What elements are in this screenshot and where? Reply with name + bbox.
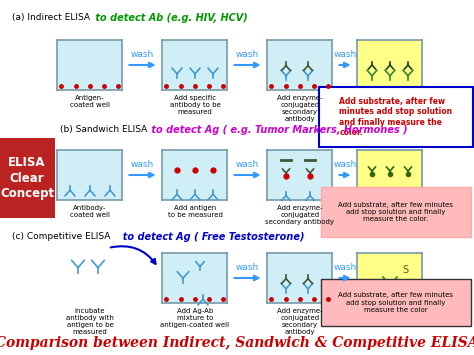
Polygon shape [357, 40, 422, 90]
Text: to detect Ab (e.g. HIV, HCV): to detect Ab (e.g. HIV, HCV) [92, 13, 248, 23]
Polygon shape [267, 40, 332, 90]
Text: Add substrate, after few minutes
add stop solution and finally
measure the color: Add substrate, after few minutes add sto… [338, 202, 454, 222]
Text: Incubate
antibody with
antigen to be
measured: Incubate antibody with antigen to be mea… [66, 308, 114, 335]
Polygon shape [267, 253, 332, 303]
Text: Antibody-
coated well: Antibody- coated well [70, 205, 110, 218]
Text: Add antigen
to be measured: Add antigen to be measured [168, 205, 222, 218]
Text: wash: wash [131, 50, 154, 59]
Text: to detect Ag ( Free Testosterone): to detect Ag ( Free Testosterone) [116, 232, 304, 242]
Text: Add specific
antibody to be
measured: Add specific antibody to be measured [170, 95, 220, 115]
Polygon shape [163, 40, 228, 90]
Text: wash: wash [333, 263, 356, 272]
Polygon shape [267, 150, 332, 200]
Polygon shape [357, 150, 422, 200]
Text: wash: wash [131, 160, 154, 169]
Text: (c) Competitive ELISA: (c) Competitive ELISA [12, 232, 110, 241]
Text: Add Ag-Ab
mixture to
antigen-coated well: Add Ag-Ab mixture to antigen-coated well [160, 308, 229, 328]
Text: ELISA
Clear
Concept: ELISA Clear Concept [0, 157, 54, 200]
Text: Add enzyme-
conjugated
secondary antibody: Add enzyme- conjugated secondary antibod… [265, 205, 335, 225]
Text: (a) Indirect ELISA: (a) Indirect ELISA [12, 13, 90, 22]
Text: wash: wash [333, 160, 356, 169]
FancyBboxPatch shape [0, 138, 55, 218]
Text: Add substrate, after few
minutes add stop solution
and finally measure the
color: Add substrate, after few minutes add sto… [339, 97, 453, 137]
Text: wash: wash [236, 50, 259, 59]
Polygon shape [357, 253, 422, 303]
Polygon shape [57, 150, 122, 200]
Text: Add substrate, after few minutes
add stop solution and finally
measure the color: Add substrate, after few minutes add sto… [338, 293, 454, 312]
FancyBboxPatch shape [321, 187, 471, 237]
Polygon shape [163, 253, 228, 303]
Text: Add enzyme-
conjugated
secondary
antibody: Add enzyme- conjugated secondary antibod… [277, 308, 323, 335]
Polygon shape [57, 40, 122, 90]
Text: wash: wash [236, 263, 259, 272]
FancyBboxPatch shape [321, 279, 471, 326]
Text: wash: wash [333, 50, 356, 59]
Text: S: S [402, 265, 408, 275]
Text: to detect Ag ( e.g. Tumor Markers, Hormones ): to detect Ag ( e.g. Tumor Markers, Hormo… [148, 125, 408, 135]
Text: Antigen-
coated well: Antigen- coated well [70, 95, 110, 108]
Polygon shape [163, 150, 228, 200]
Text: Add enzyme-
conjugated
secondary
antibody: Add enzyme- conjugated secondary antibod… [277, 95, 323, 122]
FancyBboxPatch shape [319, 87, 473, 147]
Text: wash: wash [236, 160, 259, 169]
Text: Comparison between Indirect, Sandwich & Competitive ELISA: Comparison between Indirect, Sandwich & … [0, 336, 474, 350]
Text: (b) Sandwich ELISA: (b) Sandwich ELISA [60, 125, 147, 134]
